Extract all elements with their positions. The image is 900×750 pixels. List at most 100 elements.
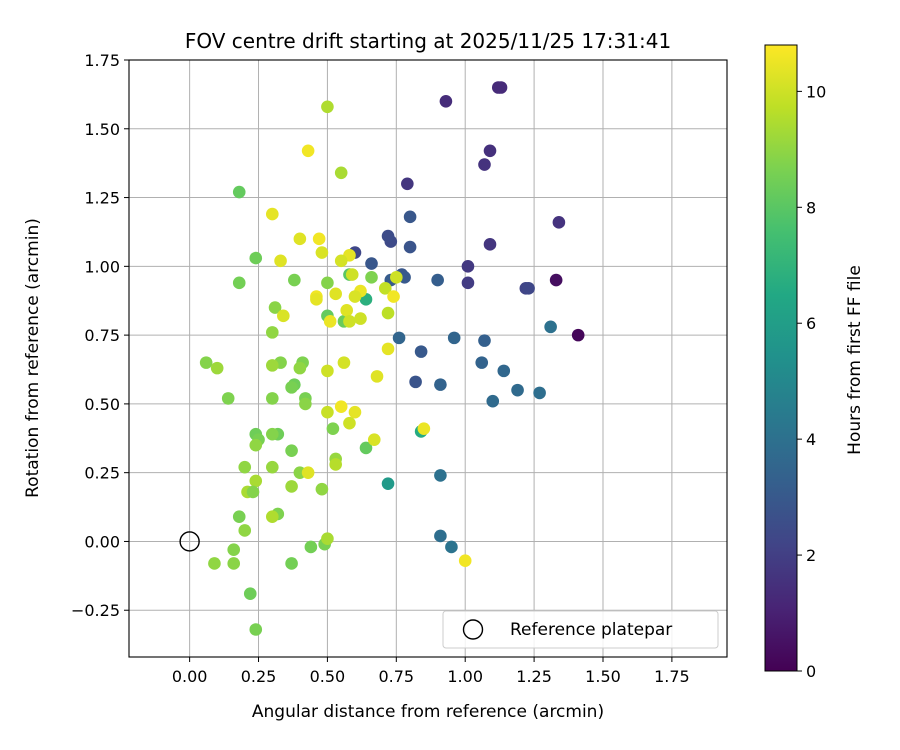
- data-point: [285, 381, 298, 394]
- data-point: [458, 554, 472, 568]
- data-point: [461, 260, 475, 273]
- data-point: [417, 422, 431, 435]
- data-point: [238, 524, 252, 537]
- data-point: [293, 361, 307, 375]
- data-point: [475, 356, 489, 369]
- data-point: [304, 540, 318, 554]
- x-tick-label: 0.50: [310, 667, 346, 686]
- colorbar-ticks: 0 2 4 6 8 10: [797, 82, 826, 681]
- data-point: [301, 466, 315, 479]
- data-point: [199, 356, 213, 369]
- data-point: [221, 392, 235, 405]
- colorbar-gradient: [764, 44, 798, 672]
- data-point: [434, 529, 447, 543]
- data-point: [334, 400, 348, 413]
- data-point: [522, 282, 535, 295]
- data-point: [329, 287, 342, 301]
- data-point: [549, 273, 563, 287]
- y-axis-ticks: −0.25 0.00 0.25 0.50 0.75 1.00 1.25 1.50 1.75: [71, 51, 129, 620]
- data-point: [249, 623, 263, 636]
- colorbar-tick-label: 6: [806, 314, 816, 333]
- data-point: [315, 482, 329, 496]
- data-point: [293, 232, 307, 246]
- data-point: [321, 276, 334, 290]
- x-tick-label: 0.25: [241, 667, 277, 686]
- x-tick-label: 1.75: [654, 667, 690, 686]
- data-point: [323, 315, 337, 328]
- y-tick-label: 0.25: [84, 464, 120, 483]
- x-tick-label: 0.00: [172, 667, 208, 686]
- plot-frame: [128, 59, 728, 658]
- y-tick-label: 0.75: [84, 326, 120, 345]
- x-axis-ticks: 0.00 0.25 0.50 0.75 1.00 1.25 1.50 1.75: [172, 657, 690, 686]
- data-point: [265, 207, 279, 221]
- data-point: [265, 510, 279, 523]
- data-point: [370, 370, 384, 383]
- y-tick-label: 1.50: [84, 120, 120, 139]
- data-point: [378, 282, 392, 295]
- colorbar-tick-label: 2: [806, 546, 816, 565]
- data-point: [483, 144, 497, 158]
- chart-title: FOV centre drift starting at 2025/11/25 …: [185, 29, 671, 53]
- data-point: [359, 441, 373, 455]
- data-point: [265, 359, 279, 372]
- data-point: [208, 557, 221, 570]
- data-point: [434, 469, 447, 482]
- data-point: [210, 361, 224, 375]
- data-point: [288, 273, 301, 287]
- data-point: [497, 364, 511, 378]
- data-point: [321, 100, 334, 114]
- data-point: [414, 345, 428, 358]
- data-point: [285, 480, 298, 493]
- x-tick-label: 0.75: [378, 667, 414, 686]
- data-point: [544, 320, 557, 334]
- data-point: [334, 254, 348, 268]
- data-point: [403, 210, 417, 224]
- data-point: [431, 273, 444, 287]
- data-point: [285, 444, 298, 457]
- colorbar-label: Hours from first FF file: [845, 265, 865, 455]
- data-point: [227, 557, 241, 570]
- data-point: [265, 392, 279, 405]
- data-point: [348, 405, 362, 419]
- data-point: [494, 81, 508, 94]
- y-tick-label: 1.75: [84, 51, 120, 70]
- data-point: [340, 304, 354, 317]
- data-point: [552, 216, 566, 229]
- y-tick-label: −0.25: [71, 601, 120, 620]
- x-tick-label: 1.50: [585, 667, 621, 686]
- colorbar-tick-label: 4: [806, 430, 816, 449]
- reference-marker: [179, 531, 200, 552]
- data-point: [265, 326, 279, 339]
- colorbar: 0 2 4 6 8 10 Hours from first FF file: [764, 44, 865, 681]
- data-point: [409, 375, 422, 389]
- x-axis-label: Angular distance from reference (arcmin): [252, 702, 604, 722]
- data-point: [343, 315, 356, 328]
- data-point: [367, 433, 381, 446]
- data-point: [354, 312, 367, 325]
- data-point: [478, 334, 491, 347]
- data-point: [483, 238, 497, 251]
- data-point: [315, 246, 329, 259]
- y-axis-label: Rotation from reference (arcmin): [23, 218, 43, 498]
- data-points: [199, 81, 585, 636]
- data-point: [265, 460, 279, 474]
- data-point: [249, 438, 263, 452]
- data-point: [511, 383, 524, 397]
- data-point: [461, 276, 475, 290]
- data-point: [312, 232, 326, 246]
- data-point: [321, 364, 334, 378]
- legend-box: [442, 610, 719, 649]
- legend-label: Reference platepar: [510, 620, 672, 640]
- data-point: [321, 405, 334, 419]
- data-point: [265, 427, 279, 441]
- data-point: [249, 474, 263, 488]
- x-tick-label: 1.00: [447, 667, 483, 686]
- y-tick-label: 0.00: [84, 532, 120, 551]
- data-point: [447, 331, 461, 345]
- data-point: [343, 416, 356, 430]
- data-point: [232, 185, 246, 199]
- data-point: [301, 144, 315, 158]
- data-point: [381, 306, 395, 320]
